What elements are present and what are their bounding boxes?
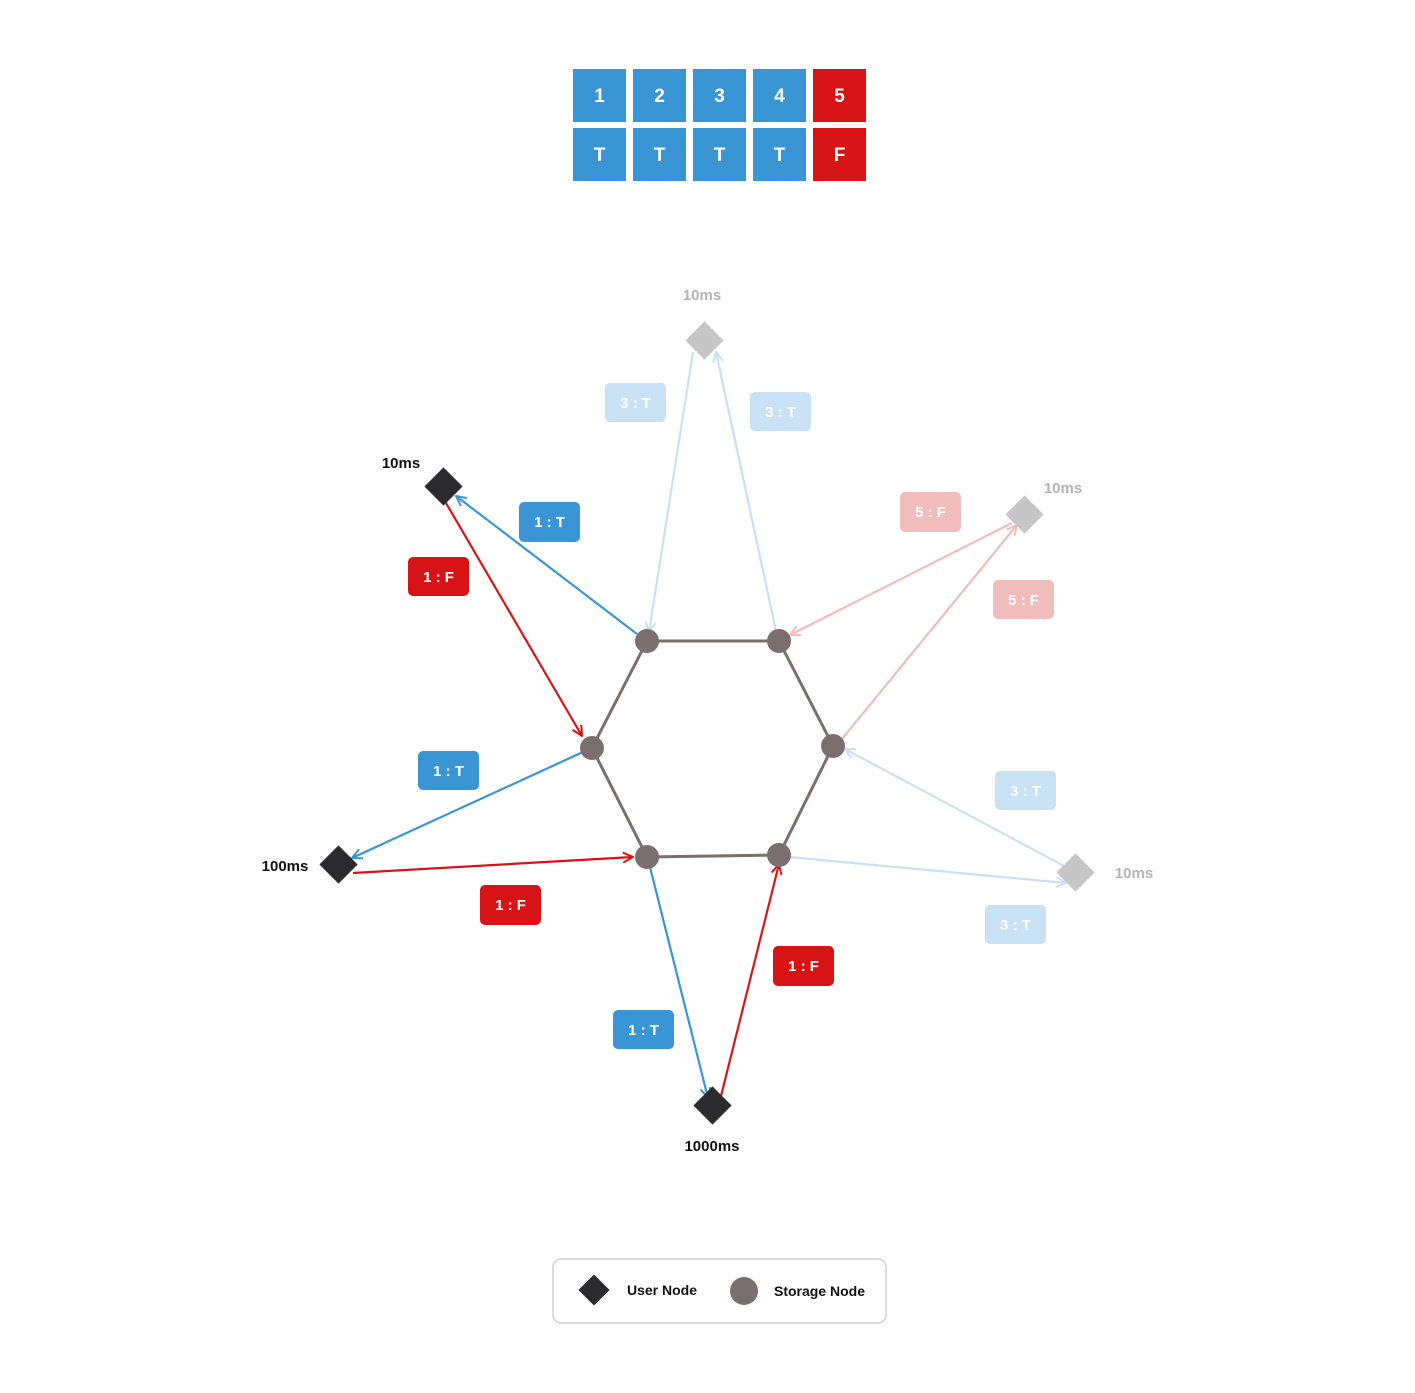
message-label-text: 5 : F [915, 504, 946, 521]
message-label-text: 1 : F [495, 897, 526, 914]
arrow-3t [716, 352, 778, 632]
legend-storage-node-label: Storage Node [774, 1283, 865, 1299]
table-value-text: F [834, 145, 846, 166]
table-value-text: T [774, 145, 786, 166]
message-label-text: 1 : F [788, 958, 819, 975]
user-node [1005, 495, 1044, 534]
storage-node [635, 629, 659, 653]
message-label: 3 : T [605, 383, 666, 422]
message-label-text: 1 : T [534, 514, 565, 531]
user-node [319, 845, 358, 884]
message-label-text: 1 : T [628, 1022, 659, 1039]
message-label: 3 : T [750, 392, 811, 431]
arrow-1t [456, 496, 638, 635]
message-label: 3 : T [985, 905, 1046, 944]
arrow-5f [841, 525, 1017, 740]
message-label-text: 1 : T [433, 763, 464, 780]
table-cell-value: T [753, 128, 806, 181]
table-cell-value: T [693, 128, 746, 181]
table-cell-value: T [573, 128, 626, 181]
message-label: 1 : T [519, 502, 580, 542]
message-label: 1 : F [408, 557, 469, 596]
latency-label: 10ms [382, 455, 420, 472]
table-cell-id: 2 [633, 69, 686, 122]
legend: User Node Storage Node [552, 1258, 887, 1324]
user-nodes [319, 321, 1095, 1125]
arrow-1f [719, 864, 779, 1097]
message-arrows-faded [649, 352, 1066, 883]
message-label: 1 : T [613, 1010, 674, 1049]
status-table: 1 2 3 4 5 T T T [573, 69, 866, 181]
table-cell-value: T [633, 128, 686, 181]
storage-node [635, 845, 659, 869]
message-label: 3 : T [995, 771, 1056, 810]
arrow-1t [352, 751, 584, 858]
arrow-5f [790, 522, 1013, 635]
storage-node [767, 629, 791, 653]
latency-label: 10ms [1044, 480, 1082, 497]
user-node [693, 1086, 732, 1125]
arrow-3t [788, 855, 1066, 883]
table-value-text: T [594, 145, 606, 166]
storage-nodes [580, 629, 845, 869]
message-label-text: 3 : T [1000, 917, 1031, 934]
table-cell-value: F [813, 128, 866, 181]
latency-label: 10ms [683, 287, 721, 304]
latency-label: 1000ms [684, 1138, 739, 1155]
message-label: 1 : T [418, 751, 479, 790]
message-label: 1 : F [773, 946, 834, 986]
arrow-1f [352, 857, 633, 875]
storage-ring-edges [590, 639, 835, 859]
table-cell-id: 5 [813, 69, 866, 122]
message-label-text: 3 : T [1010, 783, 1041, 800]
table-id-text: 4 [774, 86, 785, 107]
latency-label: 10ms [1115, 865, 1153, 882]
legend-storage-node-icon [730, 1277, 758, 1305]
user-node [424, 467, 463, 506]
table-cell-id: 3 [693, 69, 746, 122]
message-label-text: 5 : F [1008, 592, 1039, 609]
legend-box [552, 1258, 887, 1324]
message-label-text: 1 : F [423, 569, 454, 586]
message-label-text: 3 : T [765, 404, 796, 421]
legend-user-node-label: User Node [627, 1282, 697, 1298]
message-label: 5 : F [900, 492, 961, 532]
message-label-text: 3 : T [620, 395, 651, 412]
message-label: 1 : F [480, 885, 541, 925]
storage-node [580, 736, 604, 760]
table-id-text: 5 [834, 86, 845, 107]
arrow-3t [845, 749, 1065, 867]
message-arrows-active [352, 496, 779, 1098]
table-id-text: 1 [594, 86, 605, 107]
table-value-text: T [654, 145, 666, 166]
table-id-text: 3 [714, 86, 725, 107]
message-label: 5 : F [993, 580, 1054, 619]
table-id-text: 2 [654, 86, 665, 107]
arrow-3t [649, 351, 695, 632]
storage-node [821, 734, 845, 758]
arrow-1f [445, 502, 582, 736]
table-cell-id: 1 [573, 69, 626, 122]
message-labels: 3 : T 3 : T 1 : T 1 : F 5 : F 5 : F 1 : … [408, 383, 1056, 1049]
storage-node [767, 843, 791, 867]
user-node [1056, 853, 1095, 892]
latency-labels: 10ms 10ms 10ms 100ms 10ms 1000ms [262, 287, 1154, 1155]
arrow-1t [648, 866, 708, 1098]
table-value-text: T [714, 145, 726, 166]
latency-label: 100ms [262, 858, 309, 875]
table-cell-id: 4 [753, 69, 806, 122]
storage-ring [590, 639, 835, 859]
user-node [685, 321, 724, 360]
